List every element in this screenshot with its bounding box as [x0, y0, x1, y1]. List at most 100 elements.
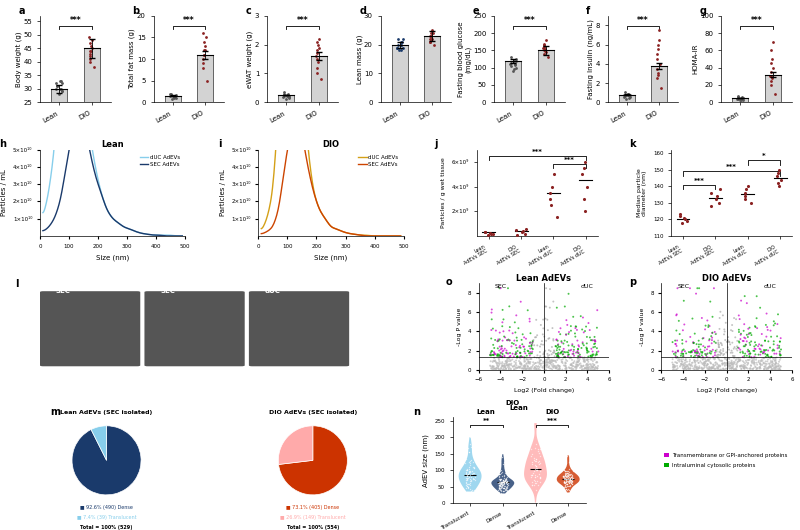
Point	[550, 364, 562, 373]
Point	[558, 466, 570, 474]
Point	[564, 360, 577, 369]
Point	[737, 349, 750, 357]
Point	[562, 476, 575, 485]
Point	[503, 336, 516, 344]
Point	[548, 347, 561, 356]
Point	[549, 357, 562, 365]
Point	[494, 469, 507, 477]
Point	[487, 354, 500, 362]
Point	[510, 57, 523, 66]
Point	[167, 93, 180, 102]
Point	[571, 358, 584, 366]
Point	[539, 36, 552, 45]
Point	[670, 340, 682, 348]
Point	[559, 358, 572, 367]
Point	[582, 360, 595, 368]
Point	[766, 365, 778, 373]
Point	[688, 363, 701, 372]
Point	[730, 342, 743, 350]
Point	[533, 360, 546, 368]
Point	[534, 356, 546, 365]
Point	[560, 365, 573, 374]
Point	[686, 348, 698, 356]
Point	[493, 480, 506, 489]
Point	[716, 359, 729, 368]
Point	[762, 365, 774, 373]
Point	[685, 347, 698, 356]
Point	[563, 474, 576, 482]
Point	[586, 347, 599, 356]
Point	[565, 476, 578, 484]
Point	[543, 357, 556, 366]
Point	[766, 64, 779, 72]
Text: dUC: dUC	[265, 288, 281, 294]
Point	[496, 478, 509, 487]
Point	[519, 361, 532, 370]
Point	[758, 349, 770, 357]
Point	[766, 354, 779, 362]
Point	[726, 359, 739, 368]
Point	[764, 358, 777, 367]
Point	[526, 457, 538, 466]
Point	[706, 346, 719, 354]
Point	[556, 359, 569, 367]
Point	[713, 341, 726, 349]
Point	[689, 363, 702, 371]
Point	[591, 358, 604, 367]
Point	[770, 363, 783, 372]
Point	[498, 463, 511, 472]
Point	[485, 229, 498, 238]
Point	[493, 475, 506, 484]
Point	[562, 472, 574, 480]
Point	[718, 365, 731, 374]
Point	[533, 452, 546, 460]
Point	[670, 349, 682, 357]
Point	[750, 354, 762, 362]
Point	[542, 354, 555, 363]
Point	[514, 352, 526, 361]
Point	[551, 341, 564, 349]
Point	[550, 352, 563, 360]
Point	[511, 364, 524, 372]
Point	[538, 42, 550, 50]
Point	[565, 360, 578, 369]
Point	[582, 363, 594, 371]
Point	[500, 346, 513, 355]
Point	[50, 82, 63, 90]
Point	[735, 365, 748, 374]
Point	[580, 363, 593, 371]
Point	[578, 356, 590, 365]
Point	[746, 357, 758, 366]
Point	[700, 357, 713, 366]
Point	[704, 358, 717, 367]
Point	[560, 316, 573, 324]
Point	[764, 72, 777, 81]
Point	[699, 321, 712, 330]
Text: DIO: DIO	[505, 400, 519, 406]
Point	[680, 365, 693, 374]
Point	[767, 345, 780, 354]
Point	[558, 473, 570, 481]
Point	[754, 304, 766, 312]
Point	[565, 346, 578, 354]
Point	[668, 365, 681, 374]
Point	[493, 457, 506, 465]
Point	[460, 483, 473, 492]
Point	[714, 339, 727, 347]
Point	[522, 358, 535, 366]
Point	[758, 365, 770, 373]
Point	[534, 342, 546, 351]
Point	[501, 336, 514, 344]
Point	[461, 480, 474, 488]
Point	[731, 358, 744, 366]
Point	[506, 329, 519, 338]
Point	[745, 337, 758, 346]
Point	[574, 359, 587, 368]
Point	[712, 362, 725, 370]
Point	[282, 90, 294, 99]
Point	[765, 68, 778, 76]
Point	[509, 350, 522, 359]
Point	[672, 355, 685, 363]
Point	[566, 474, 578, 482]
Point	[547, 364, 560, 372]
